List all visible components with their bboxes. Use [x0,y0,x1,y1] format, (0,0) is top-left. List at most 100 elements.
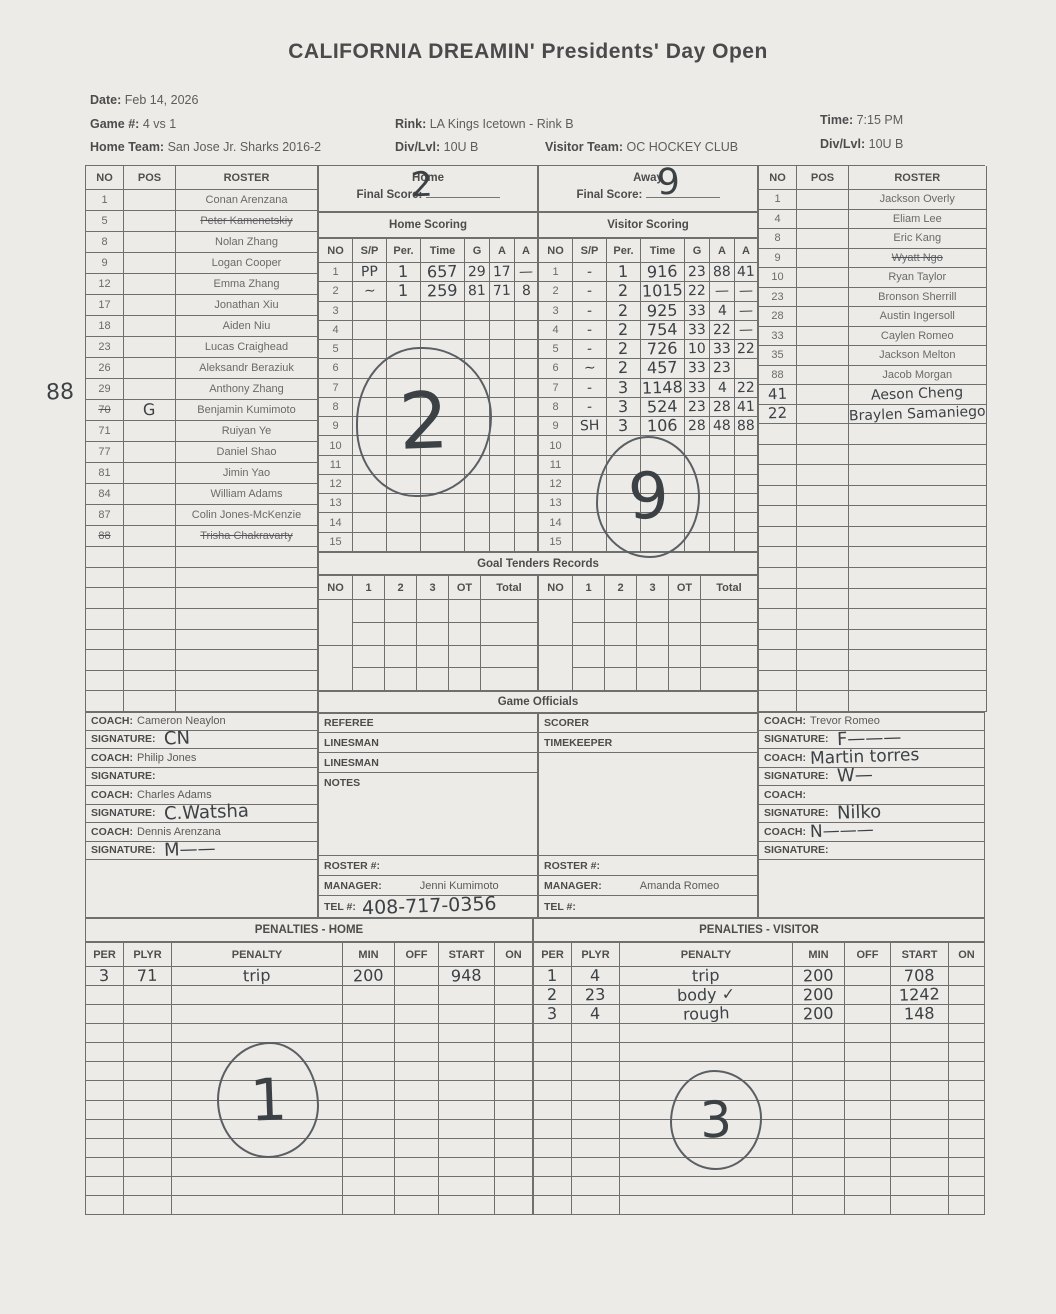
empty-name-cell [849,485,987,507]
visitor-tel-row: TEL #: [538,896,758,918]
goal-a2-cell [515,455,538,475]
goal-g-cell [465,513,490,533]
player-number: 4 [759,209,797,229]
visitor-roster-num-label: ROSTER #: [544,859,601,872]
penalty-on-cell [949,1176,985,1196]
handwritten-value: 3 [618,396,629,417]
goal-row-number: 9 [319,417,353,437]
goal-a1-cell [490,455,515,475]
penalty-start-cell [439,1119,495,1139]
penalty-penalty-cell [172,1157,343,1177]
player-name: Ryan Taylor [849,268,987,288]
penalty-plyr-cell [572,1195,620,1215]
goal-sp-cell: PP [353,263,387,283]
roster-header-roster: ROSTER [849,166,987,190]
goal-row-number: 7 [539,378,573,398]
time-field: Time: 7:15 PM [820,113,903,127]
gt-data-cell [417,622,449,646]
penalty-on-cell [495,1062,533,1082]
player-name: Bronson Sherrill [849,287,987,307]
home-tel-label: TEL #: [324,900,356,913]
goal-a2-cell [735,474,758,495]
coach-row: COACH: N——— [758,820,985,842]
penalty-off-cell [395,1176,439,1196]
penalty-on-cell [949,1005,985,1025]
tournament-title: CALIFORNIA DREAMIN' Presidents' Day Open [288,40,768,63]
handwritten-value: 71 [136,965,158,986]
penalty-plyr-cell: 23 [572,985,620,1006]
gt-header-1: 1 [353,576,385,600]
penalty-start-cell [891,1100,949,1120]
player-position [124,295,176,316]
player-number: 77 [86,442,124,463]
goal-a1-cell [710,494,735,514]
goal-time-cell: 106 [641,415,685,437]
time-value: 7:15 PM [856,113,904,127]
penalty-on-cell [949,1024,985,1044]
penalty-penalty-cell [172,1005,343,1025]
handwritten-value: 88 [712,263,732,281]
player-position [797,385,849,405]
goal-a1-cell [490,532,515,552]
player-position [124,211,176,232]
penalty-plyr-cell [572,1138,620,1158]
home-penalties-circle: 1 [217,1042,319,1158]
penalty-per-cell [534,1195,572,1215]
penalty-per-cell [534,1043,572,1063]
gt-header-2: 2 [385,576,417,600]
scoring-header-sp: S/P [353,239,387,263]
handwritten-value: ~ [583,360,596,377]
goal-row-number: 12 [539,474,573,495]
handwritten-value: - [586,398,593,416]
signature-label: SIGNATURE: [91,844,156,857]
penalty-off-cell [395,967,439,987]
penalty-off-cell [395,1119,439,1139]
penalty-plyr-cell [572,1043,620,1063]
goal-sp-cell: - [573,301,607,321]
goal-sp-cell: ~ [573,359,607,379]
handwritten-value: 3 [618,416,629,436]
game-officials-title: Game Officials [318,691,758,713]
goal-g-cell [685,532,710,552]
penalty-on-cell [949,967,985,987]
goal-row-number: 12 [319,474,353,495]
goal-per-cell: 3 [607,396,641,418]
linesman2-label: LINESMAN [324,756,379,769]
player-name: Jacob Morgan [849,365,987,385]
player-number: 87 [86,505,124,526]
handwritten-value: 657 [426,261,459,282]
gt-data-cell [669,600,701,623]
goal-a1-cell [710,532,735,552]
home-div-label: Div/Lvl: [395,140,441,154]
gt-data-cell [669,645,701,669]
handwritten-value: 106 [646,415,679,436]
goal-time-cell: 726 [641,339,685,360]
goal-g-cell [465,474,490,495]
goal-a1-cell [490,417,515,437]
penalty-penalty-cell [620,1195,793,1215]
home-coaches-empty-box [85,860,318,918]
goal-a1-cell [490,378,515,398]
goal-row-number: 9 [539,417,573,437]
penalty-start-cell [891,1176,949,1196]
notes-label: NOTES [324,777,361,789]
game-value: 4 vs 1 [142,117,177,131]
gt-data-cell [701,645,758,669]
gt-data-cell [605,600,637,623]
goal-a2-cell [515,301,538,321]
coach-name: Charles Adams [137,788,212,801]
handwritten-value: 33 [687,360,707,377]
penalty-min-cell [343,986,395,1006]
goal-per-cell [387,532,421,552]
roster-header-no: NO [86,166,124,190]
visitor-tel-label: TEL #: [544,900,576,913]
scoring-header-per: Per. [607,239,641,263]
goal-row-number: 10 [319,436,353,456]
penalty-start-cell [439,1138,495,1158]
penalty-header-plyr: PLYR [124,943,172,967]
coach-label: COACH: [91,715,133,728]
goal-g-cell [685,436,710,456]
penalty-off-cell [845,1119,891,1139]
scoring-header-sp: S/P [573,239,607,263]
goal-row-number: 13 [319,494,353,514]
